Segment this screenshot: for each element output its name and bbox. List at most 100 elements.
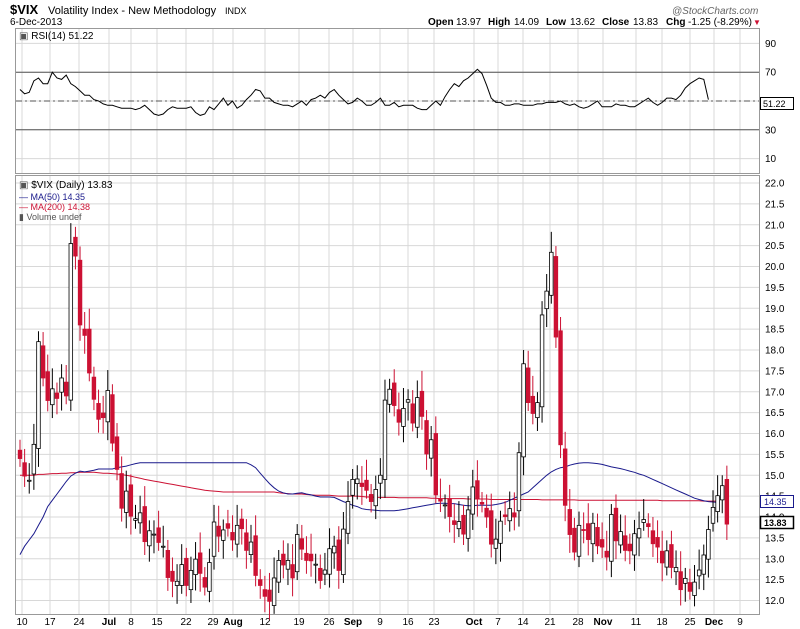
candle xyxy=(475,460,480,517)
candle-body xyxy=(442,504,448,507)
candle xyxy=(68,223,74,411)
candle-body xyxy=(36,341,41,449)
price-tick-label: 20.5 xyxy=(765,241,785,252)
candle-body xyxy=(22,462,27,477)
candle xyxy=(701,544,706,591)
candle-body xyxy=(544,290,549,310)
candle xyxy=(562,431,568,522)
x-tick-label: 14 xyxy=(517,617,529,628)
candle-body xyxy=(336,539,341,571)
candle xyxy=(507,491,512,532)
candle xyxy=(512,492,517,531)
candle-body xyxy=(133,518,138,521)
candle xyxy=(73,226,78,270)
candle-body xyxy=(493,538,499,549)
candle-body xyxy=(526,367,531,404)
candle-body xyxy=(433,433,438,496)
candle xyxy=(147,520,152,562)
x-tick-label: 10 xyxy=(16,617,28,628)
candle xyxy=(248,524,254,563)
candle-body xyxy=(193,558,198,576)
candle xyxy=(174,564,180,604)
candle xyxy=(521,350,526,476)
candle-body xyxy=(609,514,614,562)
low-label: Low xyxy=(546,17,566,28)
candle xyxy=(184,547,189,597)
candle xyxy=(290,544,295,597)
candle xyxy=(586,503,591,556)
candle-body xyxy=(124,490,129,513)
candle xyxy=(267,572,272,620)
candle xyxy=(202,567,207,596)
x-tick-label: 28 xyxy=(572,617,584,628)
candle-body xyxy=(267,589,272,602)
candle-body xyxy=(627,543,633,552)
candle-body xyxy=(82,328,87,336)
candle-body xyxy=(498,520,503,544)
candle-body xyxy=(40,345,46,379)
candle xyxy=(161,525,166,558)
candle xyxy=(683,567,688,602)
candle xyxy=(567,489,572,553)
candle xyxy=(419,370,425,430)
candle-body xyxy=(535,402,540,419)
candle-body xyxy=(128,484,134,517)
candle xyxy=(415,380,420,439)
x-tick-label: 22 xyxy=(180,617,192,628)
candle xyxy=(433,416,438,504)
candle-body xyxy=(512,512,517,518)
candle xyxy=(96,389,101,433)
candle xyxy=(151,520,157,554)
candle-body xyxy=(64,381,69,397)
candle-body xyxy=(678,571,683,591)
close-value: 13.83 xyxy=(633,17,658,28)
candle xyxy=(438,478,443,512)
candle-body xyxy=(701,554,706,575)
candle-body xyxy=(392,382,397,406)
candle-body xyxy=(567,509,572,535)
watermark: @StockCharts.com xyxy=(672,6,758,17)
candle-body xyxy=(234,524,240,545)
candle xyxy=(345,481,351,545)
candle xyxy=(595,513,600,555)
candle-body xyxy=(641,519,646,523)
candle xyxy=(207,548,212,603)
candle xyxy=(498,510,503,562)
candle xyxy=(318,554,323,589)
candle xyxy=(687,568,693,600)
candle xyxy=(281,540,286,579)
candle-body xyxy=(424,420,429,455)
candle-body xyxy=(530,395,536,414)
candle-body xyxy=(539,314,545,408)
candle-body xyxy=(696,569,702,577)
candle-body xyxy=(470,486,475,515)
down-arrow-icon: ▼ xyxy=(753,18,761,27)
candle-body xyxy=(59,377,64,393)
candle-body xyxy=(147,530,152,547)
candle xyxy=(54,382,60,415)
x-tick-label: 21 xyxy=(544,617,556,628)
x-tick-label: Sep xyxy=(344,617,362,628)
candle-body xyxy=(271,577,277,606)
candle xyxy=(724,465,730,540)
candle-body xyxy=(27,479,32,482)
candle-body xyxy=(54,392,60,399)
rsi-legend: ▣ RSI(14) 51.22 xyxy=(19,31,94,42)
x-tick-label: 9 xyxy=(737,617,743,628)
candle xyxy=(45,354,50,412)
candle-body xyxy=(91,376,97,400)
candle xyxy=(627,533,633,565)
rsi-last-tag: 51.22 xyxy=(760,97,794,110)
candle xyxy=(392,369,397,417)
candle xyxy=(355,465,360,500)
candle-body xyxy=(475,480,480,499)
candle xyxy=(650,517,656,558)
volume-legend: ▮ Volume undef xyxy=(19,212,82,222)
candle-body xyxy=(724,479,730,525)
candle-body xyxy=(581,529,586,531)
price-tick-label: 16.5 xyxy=(765,408,785,419)
candle-body xyxy=(378,474,383,484)
candle-body xyxy=(669,544,674,568)
candle-body xyxy=(419,390,425,417)
price-tick-label: 21.0 xyxy=(765,220,785,231)
